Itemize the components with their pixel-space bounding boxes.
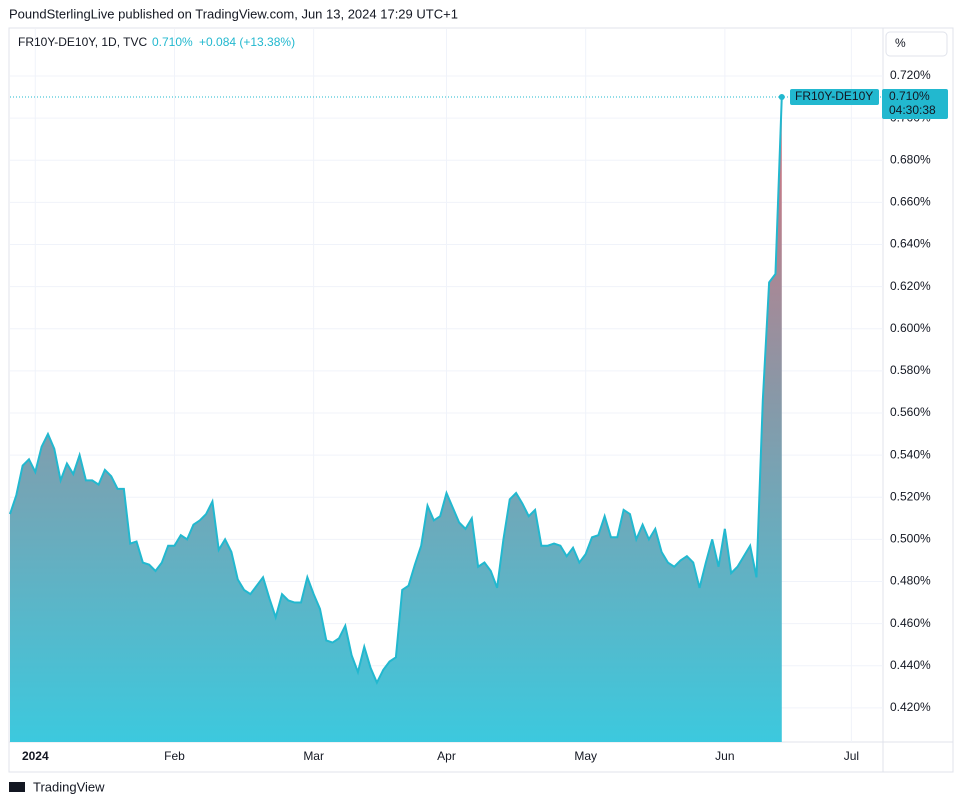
y-tick-label: 0.560%: [890, 405, 931, 419]
y-tick-label: 0.420%: [890, 700, 931, 714]
price-tag-label: 0.710%: [889, 89, 930, 103]
last-point: [778, 94, 785, 101]
y-tick-label: 0.460%: [890, 616, 931, 630]
change: +0.084 (+13.38%): [199, 35, 295, 49]
y-tick-label: 0.440%: [890, 658, 931, 672]
frame: [8, 27, 954, 773]
x-tick-label: Mar: [303, 749, 324, 763]
y-tick-label: 0.620%: [890, 279, 931, 293]
unit-label: %: [895, 36, 906, 50]
y-tick-label: 0.500%: [890, 532, 931, 546]
unit-button[interactable]: [885, 31, 948, 57]
x-tick-label: Apr: [437, 749, 456, 763]
y-tick-label: 0.540%: [890, 447, 931, 461]
symbol: FR10Y-DE10Y, 1D, TVC: [18, 35, 148, 49]
y-tick-label: 0.680%: [890, 152, 931, 166]
y-tick-label: 0.480%: [890, 574, 931, 588]
x-tick-label: May: [574, 749, 597, 763]
y-tick-label: 0.640%: [890, 237, 931, 251]
brand: TradingView: [33, 779, 105, 794]
line: [9, 97, 783, 685]
last-value: 0.710%: [152, 35, 193, 49]
price-tag: [882, 89, 948, 120]
publisher: PoundSterlingLive published on TradingVi…: [9, 6, 458, 21]
symbol-tag: [790, 89, 879, 106]
y-tick-label: 0.600%: [890, 321, 931, 335]
y-tick-label: 0.660%: [890, 195, 931, 209]
countdown: 04:30:38: [889, 103, 936, 117]
symbol-tag-label: FR10Y-DE10Y: [795, 89, 873, 103]
x-tick-label: Jul: [844, 749, 859, 763]
y-tick-label: 0.720%: [890, 68, 931, 82]
area-fill: [10, 97, 782, 743]
x-tick-label: Feb: [164, 749, 185, 763]
y-tick-label: 0.520%: [890, 489, 931, 503]
logo: [9, 782, 25, 792]
x-tick-label: 2024: [22, 749, 49, 763]
y-tick-label: 0.580%: [890, 363, 931, 377]
x-tick-label: Jun: [715, 749, 734, 763]
